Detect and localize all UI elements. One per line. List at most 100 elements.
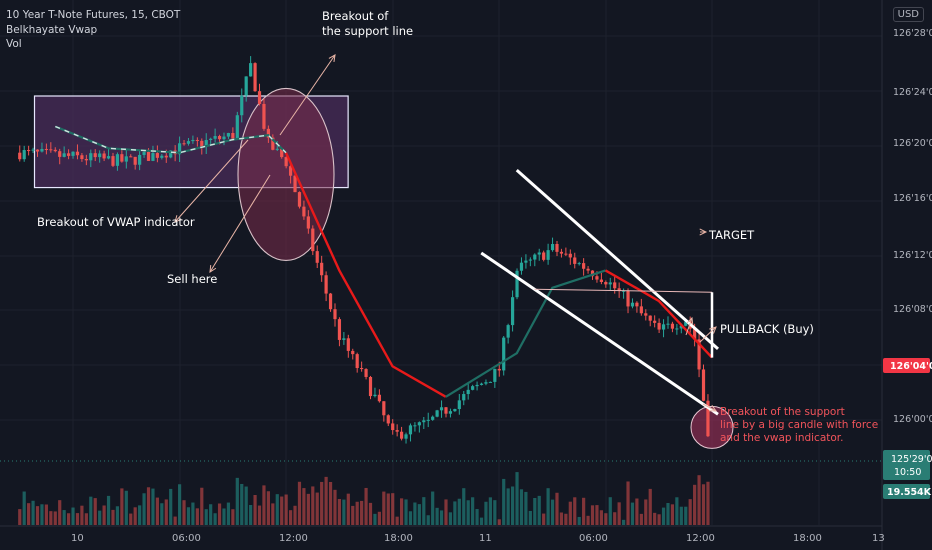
volume-bar (142, 493, 146, 525)
candle-body (106, 156, 111, 159)
candle-body (213, 136, 217, 139)
volume-bar (31, 500, 35, 525)
volume-bar (621, 519, 626, 525)
annotation-sell-here[interactable]: Sell here (167, 272, 217, 286)
x-tick: 11 (479, 533, 492, 544)
price-axis[interactable]: 126'28'0 126'24'0 126'20'0 126'16'0 126'… (883, 28, 932, 499)
y-tick: 126'00'0 (893, 414, 932, 425)
volume-label[interactable]: Vol (6, 38, 22, 50)
volume-bar (573, 497, 577, 525)
volume-bar (49, 511, 53, 525)
breakout-ellipse (237, 87, 335, 262)
candle-body (182, 143, 186, 145)
volume-bar (102, 505, 106, 525)
candle-body (337, 319, 342, 340)
candle-body (666, 323, 670, 325)
symbol-title[interactable]: 10 Year T-Note Futures, 15, CBOT (6, 9, 181, 21)
volume-bar (448, 512, 453, 525)
volume-bar (582, 497, 586, 525)
volume-bar (284, 494, 288, 525)
arrow-breakout-force-head (708, 405, 718, 412)
vwap-line (54, 125, 713, 398)
candle-body (328, 293, 333, 310)
volume-bar (457, 498, 461, 525)
volume-bar (53, 511, 57, 525)
candle-body (693, 328, 697, 340)
candle-body (124, 156, 128, 162)
volume-bar (644, 499, 648, 525)
volume-bar (613, 512, 617, 525)
annotation-target[interactable]: TARGET (708, 228, 755, 242)
volume-bar (195, 508, 199, 525)
volume-bar (275, 494, 279, 525)
current-price-badge (883, 358, 930, 373)
candle-body (586, 268, 590, 271)
volume-bar (226, 502, 231, 525)
time-axis[interactable]: 10 06:00 12:00 18:00 11 06:00 12:00 18:0… (71, 533, 885, 544)
candle-body (626, 290, 630, 307)
candle-body (502, 337, 506, 371)
volume-bar (93, 498, 97, 525)
arrow-vwap-breakout (174, 139, 249, 223)
candle-body (471, 386, 475, 390)
volume-bar (590, 505, 595, 525)
volume-bar (475, 509, 479, 525)
candle-body (377, 394, 381, 402)
candle-body (133, 156, 137, 165)
candle-body (613, 282, 617, 289)
support-line-2 (480, 251, 719, 416)
candle-body (595, 276, 599, 280)
candle-body (200, 140, 204, 147)
volume-bar (404, 499, 408, 525)
annotation-breakout-support-1[interactable]: Breakout of (322, 9, 389, 23)
candle-body (226, 133, 231, 137)
candle-body (684, 321, 688, 326)
volume-bar (27, 503, 31, 525)
volume-bar (493, 500, 497, 525)
candle-body (49, 149, 53, 151)
arrow-support-breakout-head (328, 54, 336, 62)
indicator-label[interactable]: Belkhayate Vwap (6, 23, 98, 36)
volume-bar (484, 501, 488, 525)
candle-body (262, 103, 266, 129)
candle-body (253, 63, 257, 92)
volume-bar (586, 515, 590, 525)
candle-body (138, 154, 142, 165)
currency-badge[interactable]: USD (892, 7, 924, 22)
volume-bar (235, 477, 239, 525)
candle-body (62, 153, 66, 157)
y-tick: 126'28'0 (893, 28, 932, 39)
candle-body (635, 302, 639, 307)
annotation-pullback[interactable]: PULLBACK (Buy) (720, 322, 814, 336)
last-price-badge (883, 450, 930, 480)
annotation-breakout-force-1[interactable]: Breakout of the support (720, 406, 845, 418)
candle-body (679, 325, 683, 329)
annotation-breakout-force-3[interactable]: and the vwap indicator. (720, 432, 844, 444)
volume-bar (35, 506, 40, 525)
annotation-breakout-support-2[interactable]: the support line (322, 24, 413, 38)
volume-bar (693, 484, 697, 525)
volume-bar (546, 488, 550, 525)
candle-body (164, 155, 168, 158)
candle-body (462, 394, 466, 401)
annotation-breakout-vwap[interactable]: Breakout of VWAP indicator (37, 215, 195, 229)
volume-bar (626, 481, 630, 525)
candle-body (493, 368, 497, 382)
candle-body (40, 148, 44, 152)
volume-bar (257, 505, 262, 525)
drawing-tools[interactable] (174, 54, 719, 416)
arrow-vwap-breakout-head (174, 215, 182, 223)
annotation-breakout-force-2[interactable]: line by a big candle with force (720, 419, 878, 431)
candle-body (266, 128, 270, 138)
candle-body (546, 250, 550, 260)
candle-body (27, 150, 31, 152)
candle-body (497, 368, 501, 371)
volume-bar (595, 505, 599, 525)
volume-bar (360, 500, 364, 525)
candle-body (542, 252, 546, 260)
volume-bar (58, 500, 62, 525)
volume-bar (431, 491, 435, 525)
highlight-ellipses (237, 87, 734, 449)
candle-body (706, 400, 710, 437)
